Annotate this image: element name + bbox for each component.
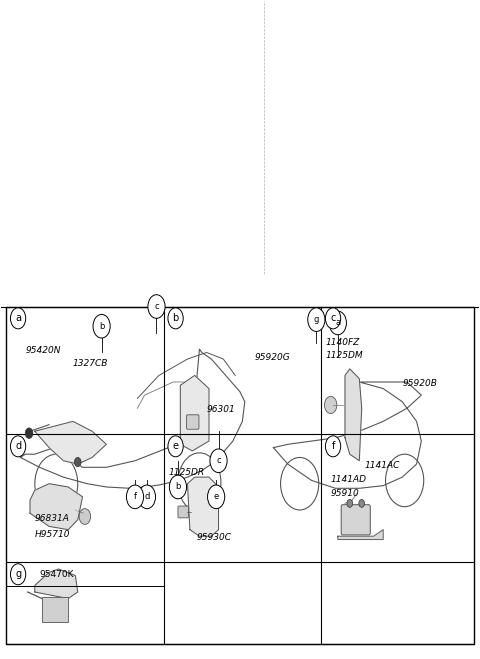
- Text: f: f: [331, 442, 335, 451]
- Text: 95470K: 95470K: [39, 570, 74, 579]
- Circle shape: [25, 428, 33, 438]
- Text: c: c: [154, 302, 159, 311]
- Bar: [1, 1, 479, 306]
- Bar: [6, 306, 474, 645]
- Text: 1327CB: 1327CB: [73, 359, 108, 368]
- Text: H95710: H95710: [35, 530, 70, 539]
- Text: 96831A: 96831A: [35, 513, 70, 523]
- Text: g: g: [15, 569, 21, 579]
- Text: a: a: [15, 313, 21, 324]
- Text: 1141AD: 1141AD: [331, 474, 367, 484]
- Text: e: e: [173, 442, 179, 451]
- Polygon shape: [35, 569, 78, 598]
- Text: 95930C: 95930C: [197, 533, 232, 542]
- Polygon shape: [188, 477, 218, 536]
- Text: 95920B: 95920B: [402, 379, 437, 388]
- Text: d: d: [144, 492, 150, 501]
- Circle shape: [324, 397, 337, 413]
- Circle shape: [308, 308, 325, 331]
- Circle shape: [11, 563, 26, 585]
- Text: 1141AC: 1141AC: [364, 461, 399, 471]
- Circle shape: [347, 500, 353, 507]
- Circle shape: [325, 308, 341, 329]
- Circle shape: [79, 509, 91, 525]
- Text: b: b: [175, 482, 180, 492]
- Text: b: b: [99, 322, 104, 331]
- Text: d: d: [15, 442, 21, 451]
- Polygon shape: [30, 484, 83, 530]
- Circle shape: [168, 436, 183, 457]
- FancyBboxPatch shape: [178, 506, 189, 518]
- Polygon shape: [338, 530, 383, 540]
- Circle shape: [148, 295, 165, 318]
- Polygon shape: [35, 421, 107, 464]
- Text: 95420N: 95420N: [25, 347, 61, 355]
- Text: g: g: [313, 315, 319, 324]
- Circle shape: [74, 457, 81, 467]
- Polygon shape: [180, 376, 209, 451]
- Text: b: b: [172, 313, 179, 324]
- Text: 95910: 95910: [331, 489, 360, 498]
- Circle shape: [329, 311, 347, 335]
- Circle shape: [210, 449, 227, 473]
- Circle shape: [168, 308, 183, 329]
- Text: 1125DR: 1125DR: [168, 468, 204, 476]
- Text: 1125DM: 1125DM: [326, 351, 363, 360]
- Text: 96301: 96301: [206, 405, 235, 415]
- Circle shape: [138, 485, 156, 509]
- Text: e: e: [214, 492, 219, 501]
- Text: a: a: [335, 318, 340, 328]
- Circle shape: [11, 308, 26, 329]
- Circle shape: [207, 485, 225, 509]
- Circle shape: [359, 500, 364, 507]
- FancyBboxPatch shape: [187, 415, 199, 429]
- Circle shape: [93, 314, 110, 338]
- Text: 1140FZ: 1140FZ: [326, 338, 360, 347]
- Polygon shape: [345, 369, 362, 461]
- Text: c: c: [330, 313, 336, 324]
- Text: f: f: [133, 492, 136, 501]
- Circle shape: [169, 475, 187, 499]
- Bar: [42, 596, 68, 621]
- Circle shape: [325, 436, 341, 457]
- Circle shape: [126, 485, 144, 509]
- FancyBboxPatch shape: [341, 505, 370, 535]
- Circle shape: [11, 436, 26, 457]
- Text: 95920G: 95920G: [254, 353, 290, 362]
- Text: c: c: [216, 456, 221, 465]
